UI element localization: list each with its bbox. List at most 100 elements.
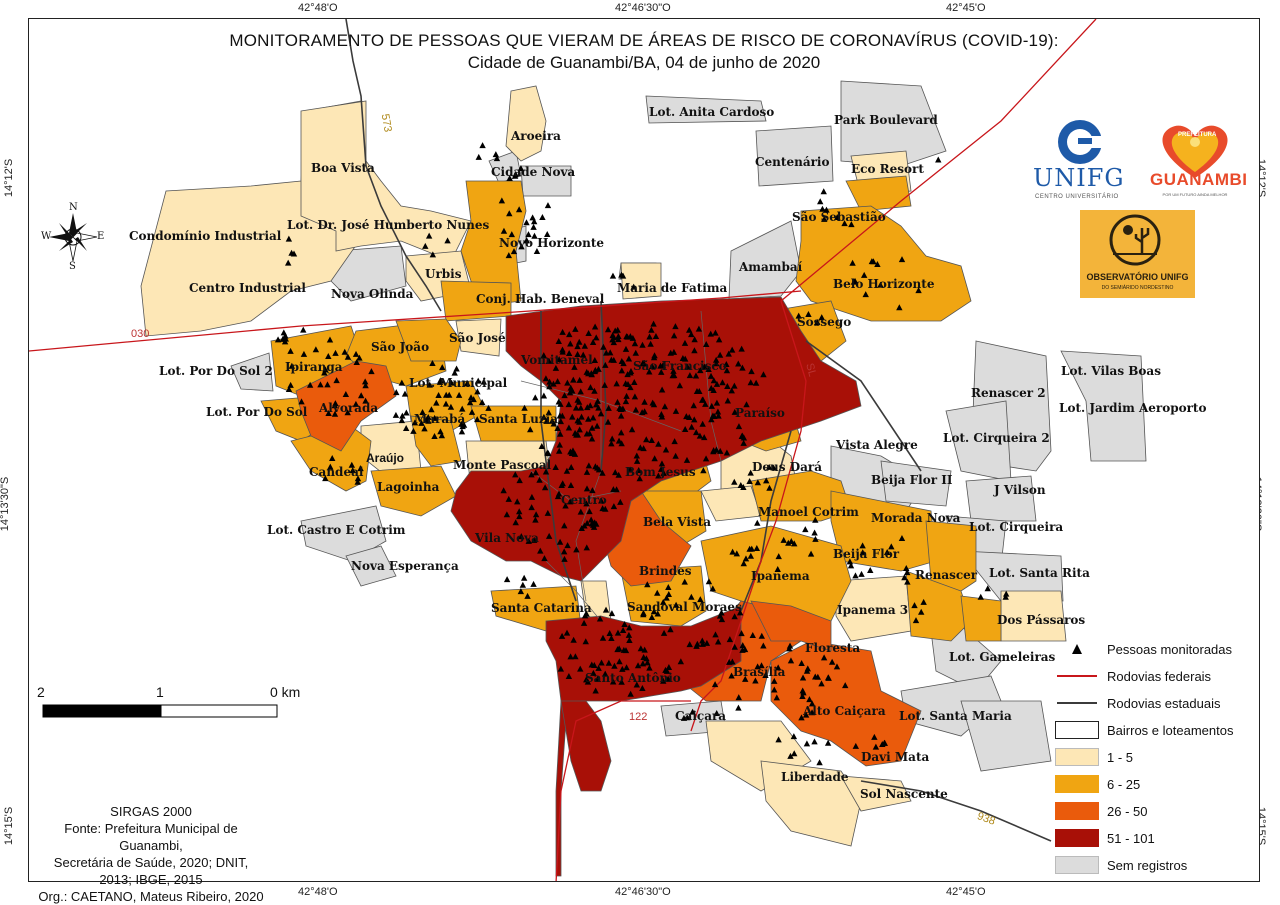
state-road-icon — [1057, 702, 1097, 704]
monitored-point — [517, 588, 525, 595]
federal-road-icon — [1057, 675, 1097, 677]
legend-label: Bairros e loteamentos — [1107, 722, 1234, 738]
monitored-point — [715, 336, 723, 343]
monitored-point — [554, 424, 561, 431]
monitored-point — [425, 417, 432, 424]
monitored-point — [709, 585, 717, 592]
monitored-point — [707, 330, 714, 337]
monitored-point — [735, 423, 743, 430]
monitored-point — [438, 432, 446, 439]
monitored-point — [425, 413, 432, 420]
monitored-point — [577, 665, 584, 672]
monitored-point — [733, 550, 740, 557]
monitored-point — [703, 639, 711, 646]
monitored-point — [285, 235, 293, 242]
monitored-point — [712, 631, 719, 638]
monitored-point — [739, 646, 746, 653]
monitored-point — [398, 417, 406, 424]
label-aroeira: Aroeira — [511, 129, 561, 143]
monitored-point — [634, 662, 642, 669]
label-maria-fatima: Maria de Fatima — [617, 281, 728, 295]
label-j-vilson: J Vilson — [994, 483, 1046, 497]
label-santa-catarina: Santa Catarina — [491, 601, 592, 615]
label-cidade-nova: Cidade Nova — [491, 165, 576, 179]
monitored-point — [570, 376, 577, 383]
label-vista-alegre: Vista Alegre — [836, 438, 918, 452]
monitored-point — [702, 400, 709, 407]
monitored-point — [659, 362, 667, 369]
monitored-point — [468, 408, 476, 415]
monitored-point — [576, 426, 583, 433]
monitored-point — [660, 598, 667, 605]
monitored-point — [911, 602, 918, 609]
monitored-point — [614, 629, 622, 636]
monitored-point — [623, 664, 630, 671]
monitored-point — [636, 475, 643, 482]
monitored-point — [754, 479, 762, 486]
monitored-point — [725, 658, 733, 665]
monitored-point — [658, 368, 665, 375]
monitored-point — [531, 536, 538, 543]
monitored-point — [742, 675, 749, 682]
monitored-point — [613, 380, 620, 387]
monitored-point — [574, 351, 581, 358]
monitored-point — [858, 570, 865, 577]
label-bom-jesus: Bom Jesus — [625, 465, 696, 479]
map-frame: N S E W MONITORAMENTO DE PESSOAS QUE VIE… — [28, 18, 1260, 882]
monitored-point — [646, 333, 653, 340]
monitored-point — [503, 576, 511, 583]
swatch-26-50 — [1055, 802, 1099, 820]
monitored-point — [640, 609, 647, 616]
monitored-point — [545, 450, 552, 457]
observatorio-subtitle: DO SEMIÁRIDO NORDESTINO — [1101, 285, 1174, 291]
monitored-point — [594, 464, 601, 471]
monitored-point — [554, 378, 561, 385]
monitored-point — [615, 332, 622, 339]
monitored-point — [288, 362, 296, 369]
monitored-point — [520, 574, 528, 581]
monitored-point — [608, 435, 616, 442]
monitored-point — [392, 411, 400, 418]
monitored-point — [791, 540, 798, 547]
coord-bottom-1: 42°48'O — [298, 886, 338, 898]
label-santa-rita: Lot. Santa Rita — [989, 566, 1090, 580]
monitored-point — [541, 484, 549, 491]
monitored-point — [605, 659, 613, 666]
monitored-point — [775, 553, 782, 560]
monitored-point — [619, 272, 627, 279]
monitored-point — [580, 619, 588, 626]
monitored-point — [806, 696, 813, 703]
monitored-point — [812, 673, 819, 680]
monitored-point — [399, 412, 406, 419]
monitored-point — [774, 566, 781, 573]
observatorio-logo: OBSERVATÓRIO UNIFG DO SEMIÁRIDO NORDESTI… — [1080, 210, 1195, 298]
monitored-point — [729, 548, 736, 555]
label-davi-mata: Davi Mata — [861, 750, 930, 764]
monitored-point — [398, 379, 406, 386]
monitored-point — [752, 379, 760, 386]
monitored-point — [585, 415, 592, 422]
monitored-point — [327, 463, 334, 470]
label-lot-cirqueira: Lot. Cirqueira — [969, 520, 1064, 534]
monitored-point — [686, 641, 693, 648]
legend-label: 26 - 50 — [1107, 803, 1148, 819]
unifg-logo: UNIFG CENTRO UNIVERSITÁRIO — [1005, 118, 1135, 208]
monitored-point — [788, 537, 795, 544]
monitored-point — [583, 676, 590, 683]
monitored-point — [448, 379, 455, 386]
legend-label: Rodovias federais — [1107, 668, 1212, 684]
monitored-point — [615, 437, 623, 444]
monitored-point — [576, 338, 583, 345]
monitored-point — [566, 331, 573, 338]
monitored-point — [602, 361, 609, 368]
monitored-point — [904, 578, 911, 585]
monitored-point — [356, 354, 363, 361]
monitored-point — [622, 345, 630, 352]
monitored-point — [735, 360, 742, 367]
monitored-point — [599, 634, 607, 641]
monitored-point — [812, 535, 819, 542]
monitored-point — [790, 733, 798, 740]
monitored-point — [500, 487, 507, 494]
label-lagoinha: Lagoinha — [377, 480, 440, 494]
monitored-point — [617, 412, 625, 419]
